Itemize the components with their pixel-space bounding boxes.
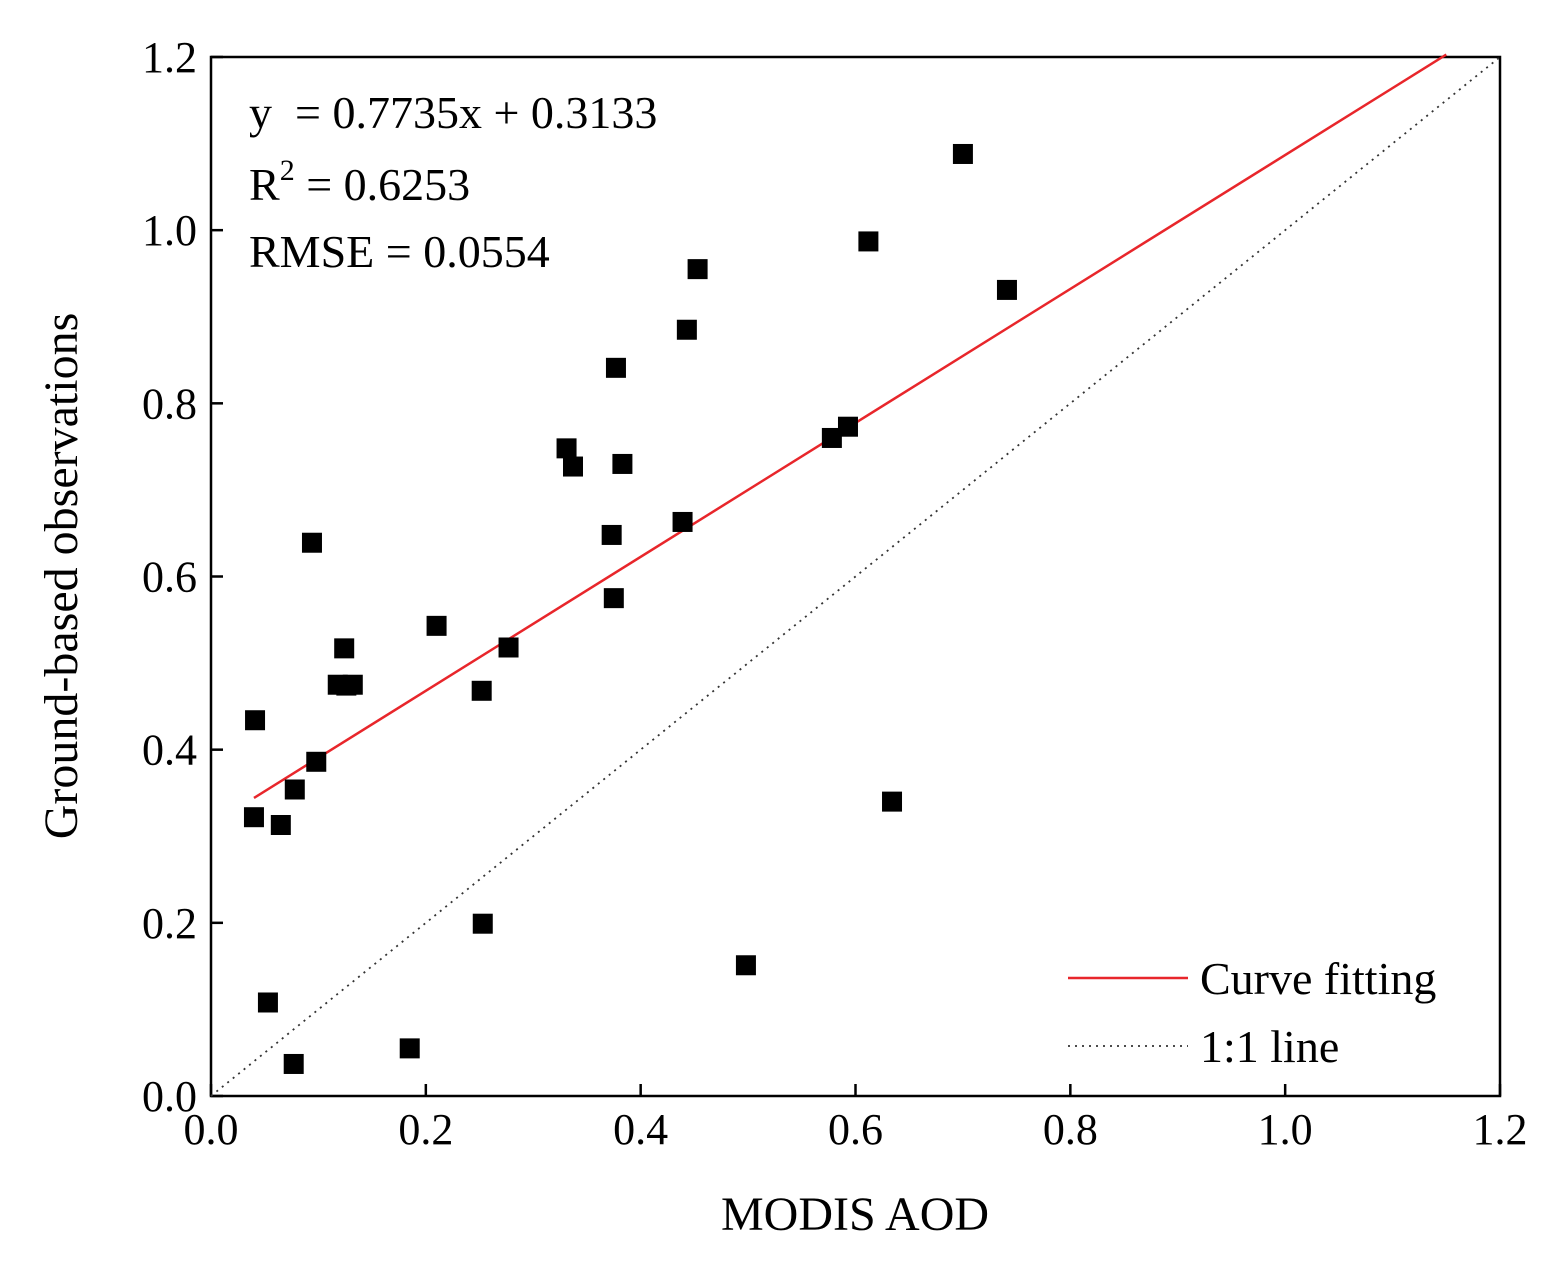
legend-identity-label: 1:1 line — [1200, 1021, 1339, 1072]
r2-label: R — [249, 159, 280, 210]
data-point — [471, 680, 492, 701]
y-tick-label: 0.2 — [142, 899, 197, 948]
r2-annotation: R2 = 0.6253 — [249, 154, 470, 210]
data-point — [612, 453, 633, 474]
data-point — [243, 807, 264, 828]
x-tick-label: 0.4 — [613, 1105, 668, 1154]
data-point — [283, 1053, 304, 1074]
data-point — [952, 143, 973, 164]
x-tick-label: 0.8 — [1043, 1105, 1098, 1154]
data-point — [882, 791, 903, 812]
data-point — [821, 427, 842, 448]
x-tick-label: 0.6 — [828, 1105, 883, 1154]
y-tick-label: 0.4 — [142, 726, 197, 775]
x-tick-label: 0.2 — [398, 1105, 453, 1154]
axis-ticks — [209, 55, 1502, 1098]
data-point — [562, 456, 583, 477]
data-point — [837, 416, 858, 437]
data-point — [306, 751, 327, 772]
x-tick-labels: 0.0 0.2 0.4 0.6 0.8 1.0 1.2 — [184, 1105, 1528, 1154]
data-point — [284, 779, 305, 800]
data-point — [245, 710, 266, 731]
data-point — [858, 231, 879, 252]
data-point — [301, 532, 322, 553]
x-tick-label: 1.0 — [1258, 1105, 1313, 1154]
y-axis-title: Ground-based observations — [35, 313, 88, 840]
data-point — [257, 992, 278, 1013]
y-tick-label: 1.0 — [142, 206, 197, 255]
equation-annotation: y = 0.7735x + 0.3133 — [249, 87, 657, 138]
data-point — [426, 615, 447, 636]
y-tick-label: 0.6 — [142, 553, 197, 602]
x-tick-label: 1.2 — [1473, 1105, 1528, 1154]
data-point — [498, 637, 519, 658]
data-point — [342, 674, 363, 695]
data-point — [472, 913, 493, 934]
y-tick-label: 0.0 — [142, 1072, 197, 1121]
r2-superscript: 2 — [280, 154, 295, 187]
identity-line — [210, 56, 1501, 1097]
rmse-annotation: RMSE = 0.0554 — [249, 226, 550, 277]
data-point — [735, 955, 756, 976]
data-point — [603, 588, 624, 609]
data-point — [687, 259, 708, 280]
data-point — [334, 638, 355, 659]
data-points — [243, 143, 1017, 1074]
data-point — [399, 1038, 420, 1059]
x-tick-label: 0.0 — [184, 1105, 239, 1154]
data-point — [672, 511, 693, 532]
data-point — [556, 438, 577, 459]
y-tick-label: 0.8 — [142, 379, 197, 428]
r2-value: = 0.6253 — [295, 159, 470, 210]
x-axis-title: MODIS AOD — [721, 1188, 989, 1241]
legend: Curve fitting 1:1 line — [1068, 953, 1436, 1072]
data-point — [605, 357, 626, 378]
data-point — [676, 319, 697, 340]
y-tick-label: 1.2 — [142, 33, 197, 82]
data-point — [601, 524, 622, 545]
data-point — [270, 814, 291, 835]
legend-fit-label: Curve fitting — [1200, 953, 1436, 1004]
y-tick-labels: 0.0 0.2 0.4 0.6 0.8 1.0 1.2 — [142, 33, 197, 1121]
data-point — [996, 279, 1017, 300]
